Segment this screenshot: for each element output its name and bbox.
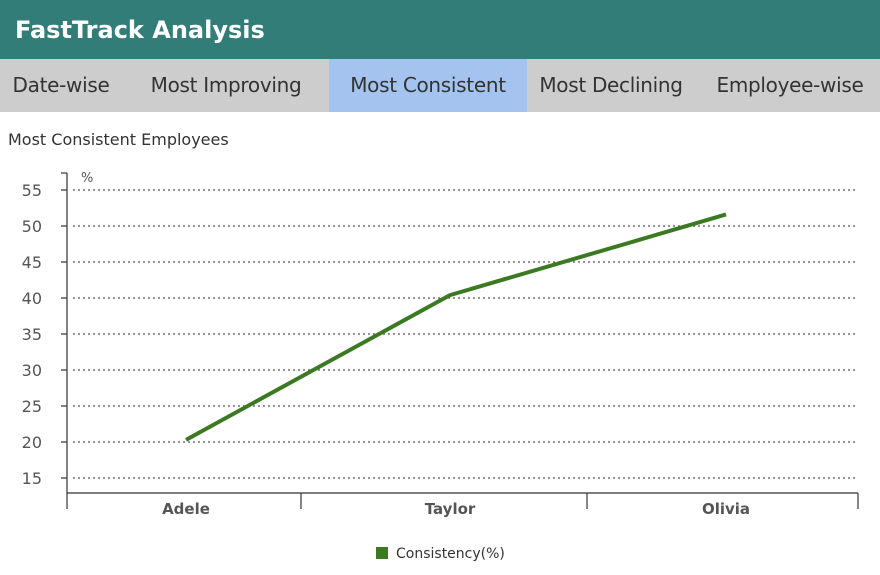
x-tick-label: Olivia <box>702 500 750 518</box>
y-tick-label: 25 <box>22 397 42 416</box>
y-tick-label: 50 <box>22 217 42 236</box>
legend-swatch <box>376 547 388 559</box>
legend-label: Consistency(%) <box>396 546 505 562</box>
x-tick-label: Taylor <box>425 500 476 518</box>
y-tick-label: 20 <box>22 433 42 452</box>
y-axis: 15 20 25 30 35 40 45 50 55 <box>22 172 68 493</box>
tab-most-improving[interactable]: Most Improving <box>150 73 302 97</box>
series-lines <box>185 212 727 442</box>
app-header: FastTrack Analysis <box>0 0 880 59</box>
app-title: FastTrack Analysis <box>15 16 265 44</box>
chart-legend: Consistency(%) <box>376 545 505 563</box>
x-axis: Adele Taylor Olivia <box>66 492 859 518</box>
y-tick-label: 55 <box>22 181 42 200</box>
tab-bar: Date-wise Most Improving Most Consistent… <box>0 59 880 112</box>
tab-employee-wise[interactable]: Employee-wise <box>716 73 864 97</box>
tab-most-declining[interactable]: Most Declining <box>539 73 683 97</box>
y-tick-label: 35 <box>22 325 42 344</box>
chart-title: Most Consistent Employees <box>8 130 229 149</box>
grid-lines <box>73 189 856 479</box>
x-tick-label: Adele <box>162 500 210 518</box>
y-axis-unit-label: % <box>81 171 93 186</box>
y-tick-label: 30 <box>22 361 42 380</box>
tab-most-consistent[interactable]: Most Consistent <box>329 59 527 112</box>
tab-date-wise[interactable]: Date-wise <box>12 73 110 97</box>
y-tick-label: 45 <box>22 253 42 272</box>
y-tick-label: 15 <box>22 469 42 488</box>
y-tick-label: 40 <box>22 289 42 308</box>
series-line <box>185 212 727 442</box>
